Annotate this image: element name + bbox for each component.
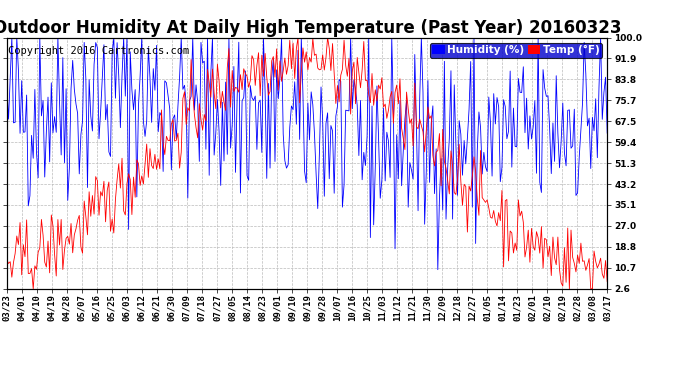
Title: Outdoor Humidity At Daily High Temperature (Past Year) 20160323: Outdoor Humidity At Daily High Temperatu… bbox=[0, 20, 621, 38]
Legend: Humidity (%), Temp (°F): Humidity (%), Temp (°F) bbox=[430, 43, 602, 58]
Text: Copyright 2016 Cartronics.com: Copyright 2016 Cartronics.com bbox=[8, 46, 189, 56]
